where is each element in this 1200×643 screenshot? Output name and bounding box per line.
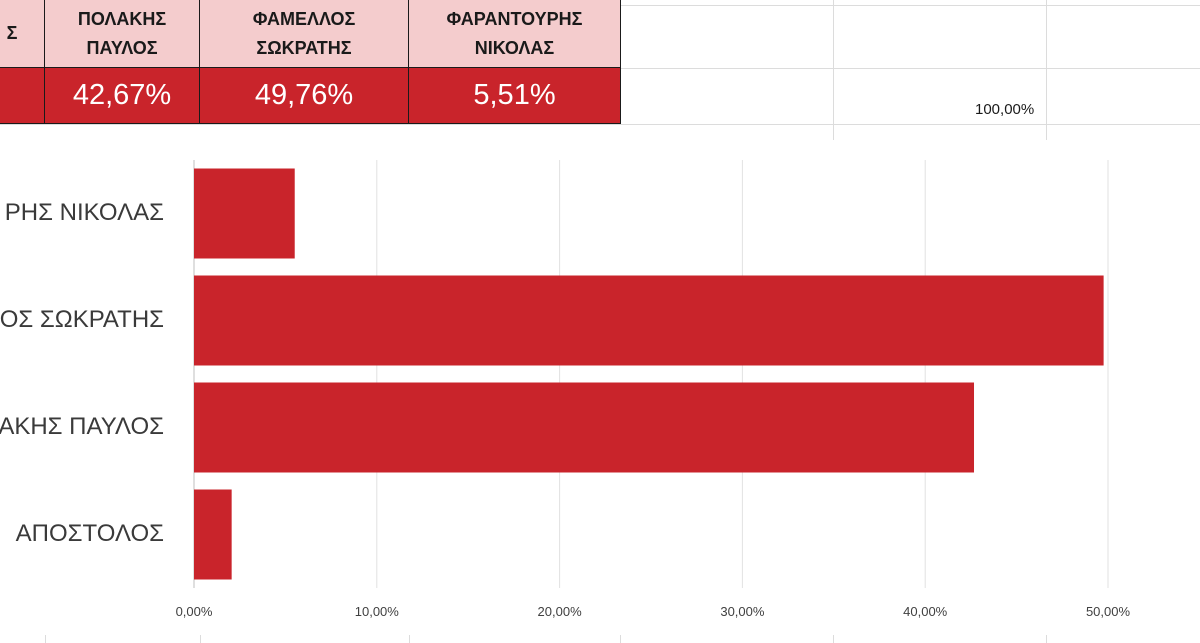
value-text: 5,51% bbox=[473, 79, 556, 111]
sheet-gridline bbox=[1046, 630, 1047, 643]
category-label: ΑΚΗΣ ΠΑΥΛΟΣ bbox=[0, 412, 164, 440]
bar[interactable] bbox=[194, 275, 1104, 366]
x-tick-label: 10,00% bbox=[354, 604, 399, 619]
sheet-gridline bbox=[45, 630, 46, 643]
sheet-gridline bbox=[833, 0, 834, 140]
sheet-gridline bbox=[409, 630, 410, 643]
x-tick-label: 0,00% bbox=[175, 604, 213, 619]
bar-chart[interactable] bbox=[0, 140, 1200, 635]
value-cell[interactable]: 42,67% bbox=[45, 68, 200, 124]
header-label: ΦΑΡΑΝΤΟΥΡΗΣ ΝΙΚΟΛΑΣ bbox=[446, 8, 583, 58]
value-text: 49,76% bbox=[254, 79, 354, 111]
value-cell[interactable]: 49,76% bbox=[200, 68, 409, 124]
sheet-gridline bbox=[0, 124, 1200, 125]
category-label: ΡΗΣ ΝΙΚΟΛΑΣ bbox=[4, 198, 164, 226]
x-tick-label: 50,00% bbox=[1085, 604, 1131, 619]
sheet-gridline bbox=[1046, 0, 1047, 140]
sheet-gridline bbox=[620, 630, 621, 643]
header-label: Σ bbox=[6, 23, 18, 43]
bar[interactable] bbox=[194, 382, 975, 473]
sheet-gridline bbox=[833, 630, 834, 643]
value-text: 42,67% bbox=[72, 79, 172, 111]
sheet-gridline bbox=[200, 630, 201, 643]
header-cell[interactable]: ΦΑΡΑΝΤΟΥΡΗΣ ΝΙΚΟΛΑΣ bbox=[409, 0, 621, 68]
value-cell[interactable] bbox=[0, 68, 45, 124]
header-label: ΦΑΜΕΛΛΟΣ ΣΩΚΡΑΤΗΣ bbox=[252, 8, 356, 58]
header-cell[interactable]: ΦΑΜΕΛΛΟΣ ΣΩΚΡΑΤΗΣ bbox=[200, 0, 409, 68]
x-tick-label: 40,00% bbox=[903, 604, 948, 619]
bar[interactable] bbox=[194, 168, 295, 259]
bar[interactable] bbox=[194, 489, 232, 580]
header-label: ΠΟΛΑΚΗΣ ΠΑΥΛΟΣ bbox=[77, 8, 167, 58]
category-label: ΟΣ ΣΩΚΡΑΤΗΣ bbox=[0, 305, 164, 333]
category-label: ΑΠΟΣΤΟΛΟΣ bbox=[15, 519, 164, 547]
total-cell[interactable]: 100,00% bbox=[975, 101, 1035, 118]
value-cell[interactable]: 5,51% bbox=[409, 68, 621, 124]
x-tick-label: 20,00% bbox=[537, 604, 582, 619]
header-cell[interactable]: ΠΟΛΑΚΗΣ ΠΑΥΛΟΣ bbox=[45, 0, 200, 68]
chart-plot bbox=[193, 160, 1109, 588]
x-tick-label: 30,00% bbox=[720, 604, 765, 619]
header-cell[interactable]: Σ bbox=[0, 0, 45, 68]
